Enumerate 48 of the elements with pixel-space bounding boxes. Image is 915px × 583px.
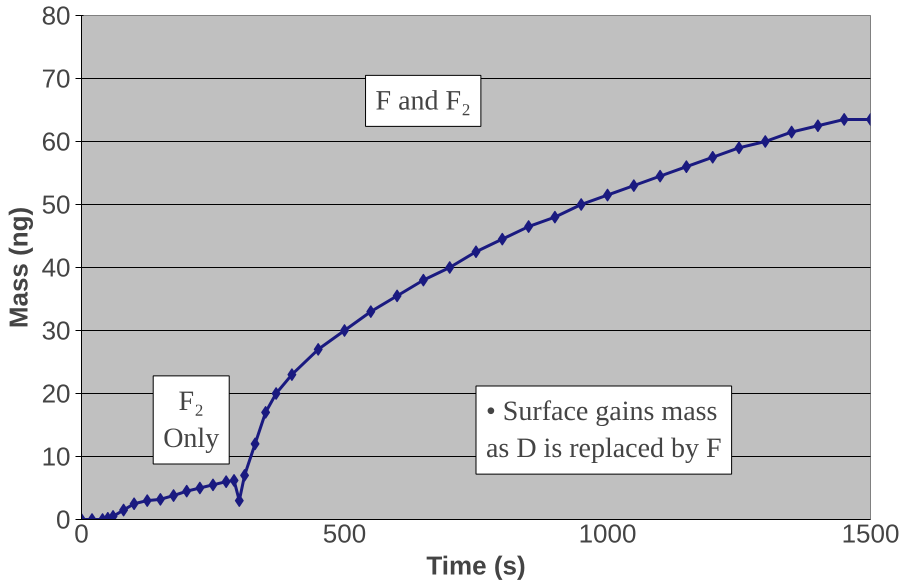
annotation: F₂ Only [163,386,220,454]
y-tick-label: 70 [42,64,70,94]
y-tick-label: 30 [42,316,70,346]
point [576,198,586,211]
point [130,497,139,510]
point [787,126,796,139]
y-tick-label: 60 [42,126,70,156]
x-tick-label: 1000 [578,518,636,548]
point [760,135,770,148]
y-tick-label: 80 [42,0,70,30]
point [222,475,231,488]
point [240,468,250,482]
point [169,489,178,502]
point [156,492,165,506]
point [195,482,204,494]
point [392,289,402,302]
x-tick-label: 0 [74,518,89,548]
x-tick-label: 500 [322,518,366,548]
point [445,261,454,274]
y-tick-label: 50 [42,190,70,220]
point [418,274,428,287]
annotation: F and F₂ [376,85,471,116]
point [261,406,270,419]
y-tick-label: 20 [42,378,70,408]
point [629,179,638,192]
point [840,112,849,126]
point [708,150,718,164]
point [182,484,192,498]
point [230,474,239,487]
point [366,305,376,318]
point [550,210,560,224]
point [250,437,260,450]
point [656,170,665,183]
point [682,160,691,174]
x-axis-title: Time (s) [426,550,526,580]
point [287,368,296,382]
y-tick-label: 40 [42,252,70,282]
annotation: • Surface gains mass as D is replaced by F [486,396,722,464]
point [314,342,323,356]
point [272,387,281,400]
y-axis-title: Mass (ng) [4,206,34,328]
y-tick-label: 10 [42,442,70,472]
point [119,504,128,517]
x-tick-label: 1500 [842,518,900,548]
point [498,232,507,246]
point [524,220,534,234]
point [813,119,822,132]
point [142,494,152,508]
